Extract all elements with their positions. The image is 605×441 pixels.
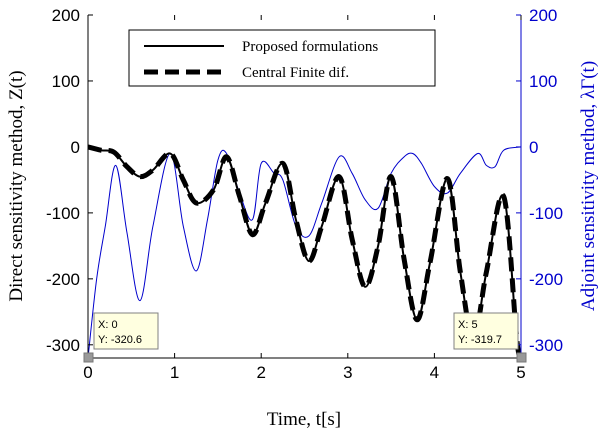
y-right-tick-label: -100 xyxy=(529,204,563,223)
x-tick-label: 1 xyxy=(170,363,179,382)
y-right-tick-label: -200 xyxy=(529,270,563,289)
datatip-start-y: Y: -320.6 xyxy=(98,334,142,346)
y-left-tick-label: 100 xyxy=(52,72,80,91)
x-tick-label: 3 xyxy=(343,363,352,382)
x-tick-label: 0 xyxy=(83,363,92,382)
y-left-tick-label: -300 xyxy=(46,336,80,355)
y-left-tick-label: 0 xyxy=(71,138,80,157)
y-right-tick-label: 100 xyxy=(529,72,557,91)
datatip-end-box xyxy=(453,312,519,350)
y-right-tick-label: 200 xyxy=(529,6,557,25)
datatip-end-y: Y: -319.7 xyxy=(458,334,502,346)
datatip-start-marker[interactable] xyxy=(83,352,94,363)
y-left-tick-label: 200 xyxy=(52,6,80,25)
legend-entry-finite: Central Finite dif. xyxy=(242,65,349,81)
y-left-tick-label: -200 xyxy=(46,270,80,289)
x-tick-label: 2 xyxy=(256,363,265,382)
axes-layer xyxy=(87,15,522,359)
legend-entry-proposed: Proposed formulations xyxy=(242,39,378,55)
ticks-layer: 0 1 2 3 4 5 200 100 0 -100 -200 -300 200 100 0 -100 -200… xyxy=(46,6,563,382)
legend-box xyxy=(128,29,436,87)
y-right-tick-label: -300 xyxy=(529,336,563,355)
y-left-tick-label: -100 xyxy=(46,204,80,223)
datatip-start-box xyxy=(93,312,159,350)
datatip-start-x: X: 0 xyxy=(98,319,118,331)
legend: Proposed formulations Central Finite dif… xyxy=(128,29,436,87)
datatip-end-marker[interactable] xyxy=(516,352,527,363)
x-tick-label: 4 xyxy=(430,363,439,382)
datatip-start[interactable]: X: 0 Y: -320.6 xyxy=(83,312,159,363)
datatip-end[interactable]: X: 5 Y: -319.7 xyxy=(453,312,527,363)
y-right-tick-label: 0 xyxy=(529,138,538,157)
y-axis-left-label: Direct sensitivity method, Z(t) xyxy=(6,70,27,301)
series-adjoint-line xyxy=(87,146,522,359)
datatip-end-x: X: 5 xyxy=(458,319,478,331)
x-axis-label: Time, t[s] xyxy=(267,409,341,430)
series-proposed-line xyxy=(87,145,522,359)
series-layer xyxy=(87,144,524,360)
x-tick-label: 5 xyxy=(516,363,525,382)
y-axis-right-label: Adjoint sensitivity method, λΓ(t) xyxy=(578,61,599,311)
